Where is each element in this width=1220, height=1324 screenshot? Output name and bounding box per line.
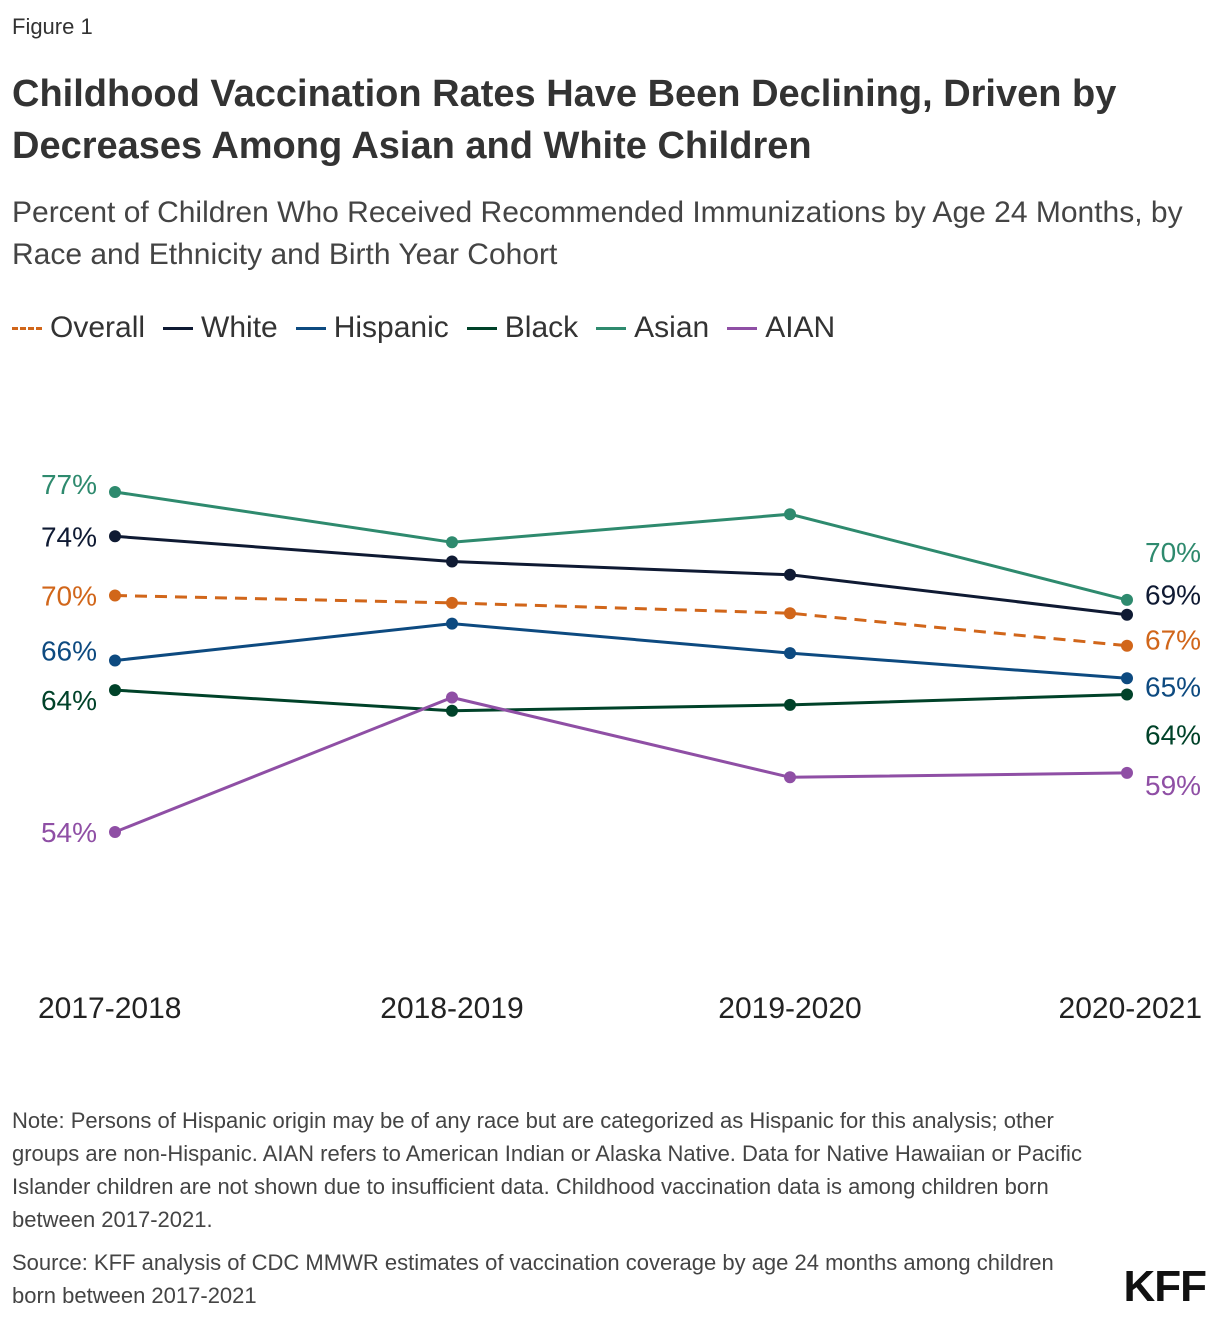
data-point-hispanic-1 xyxy=(109,654,121,667)
data-point-aian-2 xyxy=(446,691,458,704)
chart-title: Childhood Vaccination Rates Have Been De… xyxy=(12,73,1117,167)
data-label-aian-1: 54% xyxy=(41,817,97,848)
data-point-overall-3 xyxy=(784,607,796,620)
data-label-black-4: 64% xyxy=(1145,720,1201,751)
legend-item-asian: Asian xyxy=(596,311,709,345)
legend-swatch-asian xyxy=(596,326,627,330)
data-point-black-2 xyxy=(446,704,458,717)
legend-swatch-white xyxy=(163,326,194,330)
data-point-asian-1 xyxy=(109,486,121,498)
data-label-white-4: 69% xyxy=(1145,580,1201,611)
data-label-hispanic-1: 66% xyxy=(41,636,97,667)
legend-label-asian: Asian xyxy=(634,311,710,344)
legend-swatch-overall xyxy=(12,326,42,330)
data-label-asian-4: 70% xyxy=(1145,537,1201,568)
data-point-overall-4 xyxy=(1121,639,1133,652)
data-point-black-4 xyxy=(1121,688,1133,701)
kff-logo: KFF xyxy=(1123,1262,1207,1311)
data-point-aian-3 xyxy=(784,771,796,784)
data-point-white-1 xyxy=(109,530,121,543)
data-label-aian-4: 59% xyxy=(1145,770,1201,801)
data-point-asian-2 xyxy=(446,536,458,549)
data-point-white-2 xyxy=(446,555,458,568)
x-tick-label-2: 2018-2019 xyxy=(380,992,523,1025)
data-point-aian-4 xyxy=(1121,766,1133,779)
data-point-hispanic-2 xyxy=(446,617,458,630)
legend-swatch-black xyxy=(466,326,497,330)
chart-source: Source: KFF analysis of CDC MMWR estimat… xyxy=(12,1250,1054,1308)
data-point-overall-2 xyxy=(446,596,458,609)
data-point-white-3 xyxy=(784,568,796,581)
legend-swatch-hispanic xyxy=(295,326,326,330)
chart-legend: Overall White Hispanic Black Asian AIAN xyxy=(12,306,853,350)
legend-item-white: White xyxy=(163,311,278,345)
legend-label-white: White xyxy=(201,311,278,344)
legend-item-black: Black xyxy=(466,311,579,345)
data-label-white-1: 74% xyxy=(41,521,97,552)
series-line-hispanic xyxy=(114,622,1128,680)
legend-item-aian: AIAN xyxy=(727,311,835,345)
legend-label-black: Black xyxy=(504,311,579,344)
x-tick-label-1: 2017-2018 xyxy=(38,992,181,1025)
legend-item-hispanic: Hispanic xyxy=(295,311,449,345)
legend-item-overall: Overall xyxy=(12,311,145,345)
data-point-aian-1 xyxy=(109,826,121,838)
data-point-asian-4 xyxy=(1121,593,1133,606)
series-line-aian xyxy=(114,695,1128,834)
data-label-hispanic-4: 65% xyxy=(1145,671,1201,702)
data-point-overall-1 xyxy=(109,589,121,602)
data-point-black-1 xyxy=(109,684,121,697)
series-line-white xyxy=(114,534,1128,617)
data-label-asian-1: 77% xyxy=(41,469,97,500)
x-tick-label-3: 2019-2020 xyxy=(718,992,861,1025)
data-point-hispanic-4 xyxy=(1121,672,1133,685)
data-point-black-3 xyxy=(784,698,796,711)
series-line-black xyxy=(114,688,1128,713)
chart-subtitle: Percent of Children Who Received Recomme… xyxy=(12,196,1183,271)
chart-note: Note: Persons of Hispanic origin may be … xyxy=(12,1108,1082,1232)
legend-swatch-aian xyxy=(727,326,758,330)
line-chart: 70% 67% 74% 69% 66% 65% 64% 64% 77% 70% 54% 59% 2017… xyxy=(38,469,1202,1025)
data-point-asian-3 xyxy=(784,508,796,521)
data-label-black-1: 64% xyxy=(41,685,97,716)
figure-label: Figure 1 xyxy=(12,14,93,39)
legend-label-aian: AIAN xyxy=(765,311,836,344)
series-line-overall xyxy=(114,594,1128,648)
legend-label-hispanic: Hispanic xyxy=(333,311,449,344)
data-point-white-4 xyxy=(1121,608,1133,621)
legend-label-overall: Overall xyxy=(50,311,146,344)
data-point-hispanic-3 xyxy=(784,647,796,660)
data-label-overall-1: 70% xyxy=(41,581,97,612)
series-line-asian xyxy=(114,490,1128,602)
x-tick-label-4: 2020-2021 xyxy=(1059,992,1202,1025)
data-label-overall-4: 67% xyxy=(1145,625,1201,656)
